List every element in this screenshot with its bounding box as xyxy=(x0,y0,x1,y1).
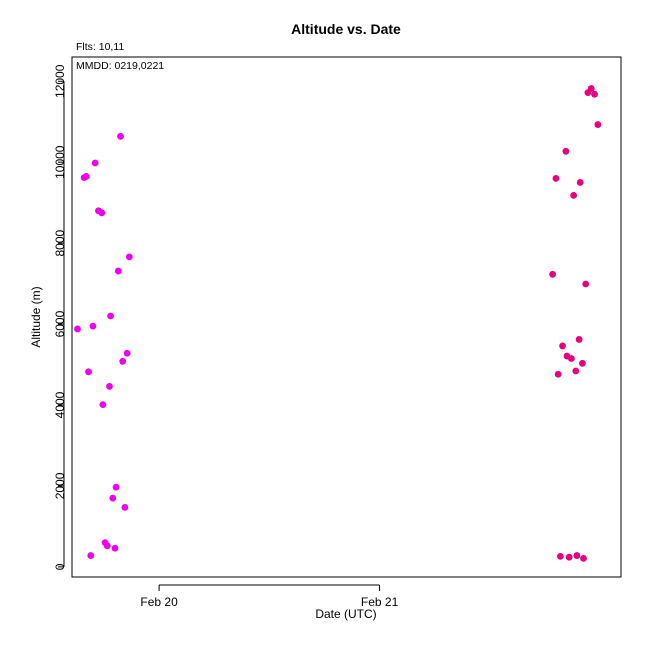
flights-note: Flts: 10,11 xyxy=(76,41,124,53)
y-tick-label: 10000 xyxy=(53,145,67,179)
data-point xyxy=(103,542,111,550)
y-tick-label: 0 xyxy=(53,563,67,570)
x-tick-label: Feb 21 xyxy=(361,595,399,609)
y-tick-label: 6000 xyxy=(53,310,67,337)
data-point xyxy=(85,368,92,376)
data-point xyxy=(587,85,595,92)
data-point xyxy=(117,132,124,140)
data-point xyxy=(549,270,557,278)
data-point xyxy=(123,349,131,357)
data-point xyxy=(91,159,99,167)
data-point xyxy=(562,147,570,155)
plot-frame xyxy=(71,56,622,578)
y-axis: 0 2000 4000 6000 8000 10000 12000 xyxy=(53,64,67,570)
x-axis-label: Date (UTC) xyxy=(315,607,376,621)
data-point xyxy=(591,90,598,98)
y-tick-label: 12000 xyxy=(53,64,67,98)
data-point xyxy=(114,267,122,275)
data-point xyxy=(580,554,587,562)
y-axis-label: Altitude (m) xyxy=(29,286,43,347)
data-point xyxy=(573,552,581,559)
data-point xyxy=(99,401,107,409)
data-point xyxy=(89,322,97,330)
data-point xyxy=(554,370,562,378)
chart-title: Altitude vs. Date xyxy=(291,21,401,37)
data-point xyxy=(594,121,602,128)
x-tick-label: Feb 20 xyxy=(140,595,178,609)
data-point xyxy=(570,191,577,199)
data-point xyxy=(87,552,95,559)
data-point xyxy=(556,552,564,560)
data-point xyxy=(107,312,114,320)
data-point xyxy=(582,280,590,288)
data-point xyxy=(572,367,580,375)
data-point xyxy=(112,483,120,491)
x-axis: Feb 20 Feb 21 xyxy=(140,584,399,609)
data-point xyxy=(576,179,584,186)
data-point xyxy=(559,342,566,350)
data-point xyxy=(121,503,129,511)
data-points xyxy=(74,85,602,562)
data-point xyxy=(119,357,127,365)
data-point xyxy=(552,175,560,182)
y-tick-label: 4000 xyxy=(53,391,67,418)
y-tick-label: 2000 xyxy=(53,472,67,499)
y-tick-label: 8000 xyxy=(53,229,67,256)
data-point xyxy=(111,544,119,552)
mmdd-note: MMDD: 0219,0221 xyxy=(76,60,164,72)
data-point xyxy=(567,355,575,362)
data-point xyxy=(565,553,573,561)
data-point xyxy=(579,359,586,367)
data-point xyxy=(106,383,113,390)
data-point xyxy=(74,325,81,333)
data-point xyxy=(575,336,583,343)
data-point xyxy=(82,172,90,180)
data-point xyxy=(98,209,106,217)
data-point xyxy=(125,253,133,261)
data-point xyxy=(109,494,117,502)
